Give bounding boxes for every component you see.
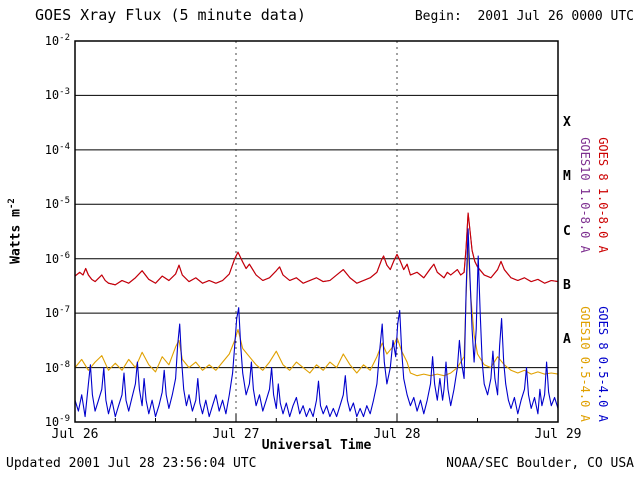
series-goes10-0-5-4-0-a [74,244,559,377]
y-tick-label-10e-9: 10-9 [44,414,70,429]
plot-border [74,40,559,423]
y-tick-label-10e-6: 10-6 [44,250,70,266]
flare-class-m: M [563,169,571,185]
y-axis-title-text: Watts m [8,209,24,264]
y-tick-label-10e-3: 10-3 [44,87,70,103]
y-tick-label-10e-2: 10-2 [44,33,70,48]
series-goes-8-1-0-8-0-a [74,212,559,286]
x-tick-label: Jul 27 [212,427,260,442]
flare-class-a: A [563,332,571,348]
x-tick-label: Jul 26 [51,427,99,442]
series-label-goes10-0-5-4-0-a: GOES10 0.5-4.0 A [578,306,592,422]
credit-text: NOAA/SEC Boulder, CO USA [446,456,634,471]
y-tick-label-10e-4: 10-4 [44,141,70,157]
y-tick-label-10e-8: 10-8 [44,359,70,375]
y-tick-label-10e-5: 10-5 [44,196,70,212]
x-tick-label: Jul 28 [373,427,421,442]
series-goes-8-0-5-4-0-a [74,228,559,418]
begin-timestamp: Begin: 2001 Jul 26 0000 UTC [414,9,634,24]
updated-timestamp: Updated 2001 Jul 28 23:56:04 UTC [6,456,257,471]
y-tick-label-10e-7: 10-7 [44,305,70,321]
x-tick-label: Jul 29 [534,427,582,442]
flare-class-x: X [563,114,571,130]
chart-title: GOES Xray Flux (5 minute data) [35,6,306,24]
x-axis-title: Universal Time [261,438,372,453]
y-axis-title-exponent: -2 [7,198,17,210]
series-label-goes-8-0-5-4-0-a: GOES 8 0.5-4.0 A [596,306,610,422]
series-goes10-1-0-8-0-a [74,212,559,286]
y-axis-title: Watts m-2 [7,131,25,331]
flare-class-c: C [563,223,571,239]
flare-class-b: B [563,277,571,293]
